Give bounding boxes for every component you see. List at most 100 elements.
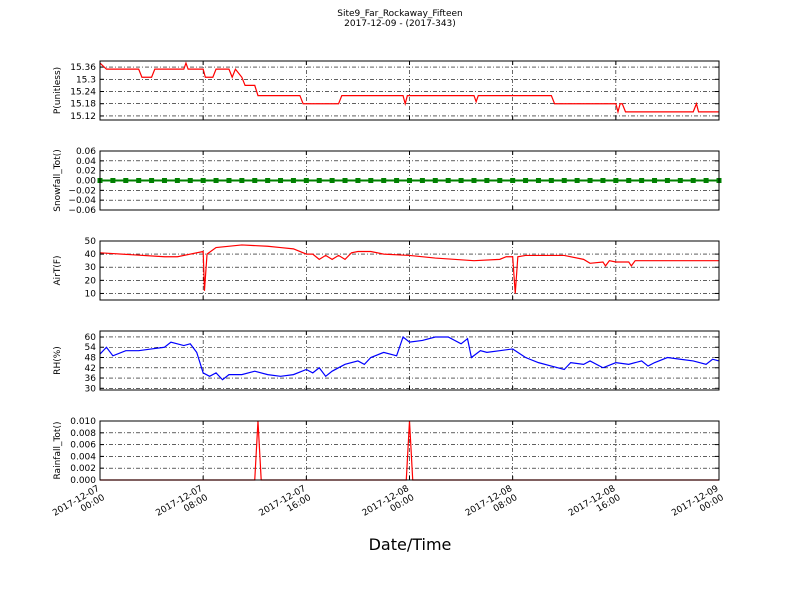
data-marker: [200, 178, 206, 183]
data-marker: [136, 178, 142, 183]
data-marker: [587, 178, 593, 183]
subtitle: 2017-12-09 - (2017-343): [344, 19, 456, 29]
data-marker: [613, 178, 619, 183]
data-marker: [458, 178, 464, 183]
x-tick-label: 2017-12-0700:00: [51, 484, 107, 528]
data-line: [99, 335, 720, 381]
data-marker: [690, 178, 696, 183]
data-marker: [652, 178, 658, 183]
subplot: 2017-12-0700:00 2017-12-0708:00 2017-12-07…: [51, 417, 726, 528]
title: Site9_Far_Rockaway_Fifteen: [337, 9, 463, 19]
y-tick-label: 15.18: [70, 100, 96, 110]
y-tick-label: 20: [85, 276, 97, 286]
data-marker: [484, 178, 490, 183]
y-tick-label: 0.010: [70, 417, 96, 427]
data-marker: [213, 178, 219, 183]
data-marker: [548, 178, 554, 183]
data-marker: [149, 178, 155, 183]
y-tick-label: 0.00: [76, 177, 96, 187]
y-tick-label: 54: [85, 343, 97, 353]
data-marker: [252, 178, 258, 183]
y-tick-label: 0.04: [76, 157, 96, 167]
y-axis-label: Snowfall_Tot(): [53, 149, 63, 212]
y-tick-label: −0.06: [68, 206, 96, 216]
data-marker: [445, 178, 451, 183]
data-marker: [677, 178, 683, 183]
data-marker: [342, 178, 348, 183]
y-axis-label: Rainfall_Tot(): [53, 422, 63, 480]
data-marker: [407, 178, 412, 183]
data-marker: [394, 178, 400, 183]
y-tick-label: 0.008: [70, 429, 96, 439]
plot-frame: [99, 150, 720, 211]
data-marker: [497, 178, 503, 183]
y-tick-label: −0.04: [68, 196, 96, 206]
data-marker: [510, 178, 516, 183]
x-tick-label: 2017-12-0708:00: [154, 484, 210, 528]
data-marker: [703, 178, 709, 183]
data-marker: [187, 178, 193, 183]
y-tick-label: 15.24: [70, 88, 96, 98]
data-marker: [290, 178, 296, 183]
data-marker: [574, 178, 580, 183]
subplot: 10 20 30 40 50 AirT(F): [53, 237, 720, 301]
y-tick-label: 42: [85, 364, 96, 374]
x-tick-label: 2017-12-0816:00: [567, 484, 623, 528]
data-marker: [239, 178, 245, 183]
subplot: −0.06−0.04−0.020.000.020.040.06 Snowfall_…: [53, 147, 722, 216]
data-marker: [471, 178, 477, 183]
y-tick-label: −0.02: [68, 186, 96, 196]
data-marker: [600, 178, 606, 183]
plot-frame: [99, 240, 720, 301]
data-marker: [639, 178, 645, 183]
y-axis-label: AirT(F): [53, 255, 63, 285]
x-tick-label: 2017-12-0800:00: [361, 484, 417, 528]
x-tick-label: 2017-12-0716:00: [258, 484, 314, 528]
data-marker: [174, 178, 180, 183]
y-axis-label: RH(%): [53, 346, 63, 375]
y-tick-label: 36: [85, 374, 97, 384]
data-marker: [626, 178, 632, 183]
data-marker: [561, 178, 567, 183]
y-tick-label: 0.002: [70, 464, 96, 474]
y-tick-label: 30: [85, 263, 97, 273]
data-line: [99, 61, 719, 115]
data-marker: [303, 178, 309, 183]
data-marker: [161, 178, 167, 183]
y-tick-label: 60: [85, 333, 97, 343]
data-marker: [278, 178, 284, 183]
y-tick-label: 48: [85, 354, 97, 364]
data-marker: [355, 178, 361, 183]
y-tick-label: 40: [85, 250, 97, 260]
data-marker: [523, 178, 529, 183]
y-tick-label: 0.004: [70, 452, 96, 462]
y-tick-label: 15.36: [70, 63, 96, 73]
y-tick-label: 10: [85, 289, 97, 299]
data-marker: [316, 178, 322, 183]
y-tick-label: 50: [85, 237, 97, 247]
y-tick-label: 30: [85, 384, 97, 394]
y-tick-label: 15.3: [76, 75, 96, 85]
y-tick-label: 0.02: [76, 167, 96, 177]
plot-frame: [99, 330, 720, 391]
plot-frame: [99, 60, 720, 121]
y-axis-label: P(unitless): [53, 67, 63, 114]
plot-frame: [99, 420, 720, 481]
data-marker: [368, 178, 374, 183]
data-marker: [381, 178, 387, 183]
data-marker: [110, 178, 116, 183]
data-marker: [664, 178, 670, 183]
data-marker: [329, 178, 335, 183]
data-marker: [419, 178, 425, 183]
y-tick-label: 0.006: [70, 441, 96, 451]
data-marker: [432, 178, 438, 183]
data-marker: [226, 178, 232, 183]
data-marker: [123, 178, 129, 183]
y-tick-label: 0.000: [70, 476, 96, 486]
x-axis-label: Date/Time: [369, 535, 452, 554]
subplot: 15.12 15.18 15.24 15.3 15.36 P(unitless): [53, 60, 720, 122]
data-marker: [535, 178, 541, 183]
data-marker: [265, 178, 271, 183]
